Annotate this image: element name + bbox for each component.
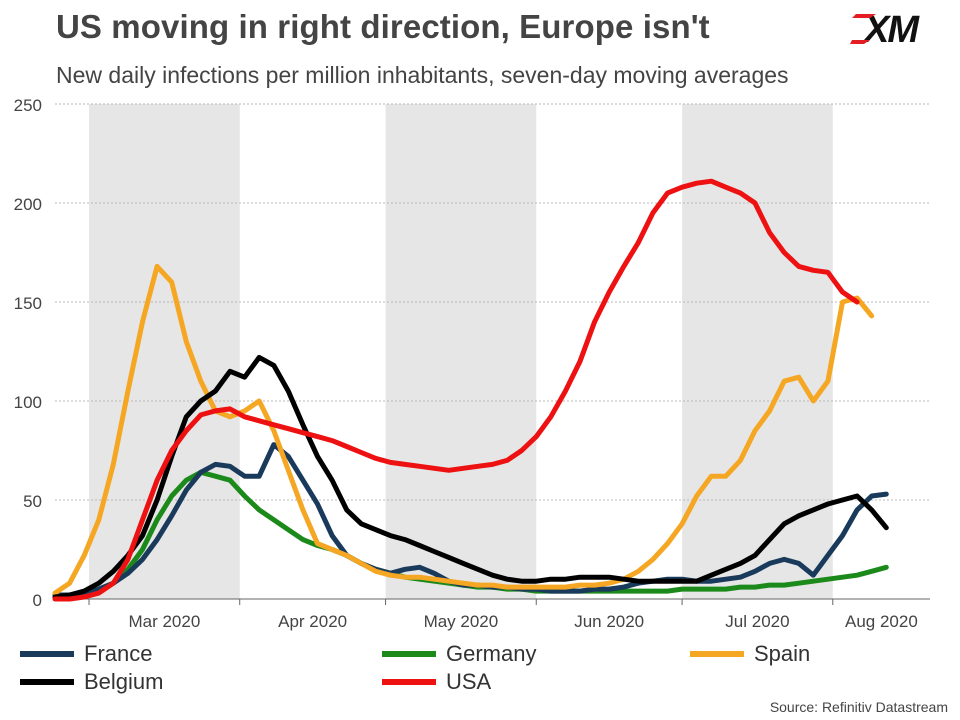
legend-item-spain: Spain <box>690 641 810 667</box>
shade-band-may-2020 <box>385 104 537 599</box>
shade-band-jul-2020 <box>682 104 833 599</box>
series-lines <box>52 178 889 602</box>
legend-swatch-france <box>20 651 74 657</box>
legend-item-belgium: Belgium <box>20 669 163 695</box>
y-tick-label: 150 <box>14 294 42 313</box>
legend-label-germany: Germany <box>446 641 537 666</box>
x-tick-label: May 2020 <box>424 612 499 631</box>
y-tick-label: 100 <box>14 393 42 412</box>
shade-band-mar-2020 <box>89 104 240 599</box>
legend-label-france: France <box>84 641 153 666</box>
legend-swatch-spain <box>690 651 744 657</box>
legend-label-spain: Spain <box>754 641 811 666</box>
legend-item-germany: Germany <box>382 641 536 667</box>
x-tick-label: Mar 2020 <box>128 612 200 631</box>
x-tick-label: Apr 2020 <box>278 612 347 631</box>
source-note: Source: Refinitiv Datastream <box>769 699 948 715</box>
chart-subtitle: New daily infections per million inhabit… <box>56 62 789 88</box>
xm-logo-mark: XM <box>850 9 922 50</box>
chart-title: US moving in right direction, Europe isn… <box>56 8 710 45</box>
shaded-months <box>89 104 833 599</box>
x-tick-label: Jun 2020 <box>574 612 644 631</box>
x-tick-label: Aug 2020 <box>845 612 918 631</box>
legend-label-usa: USA <box>446 669 492 694</box>
y-tick-label: 50 <box>23 492 42 511</box>
series-line-spain <box>52 263 875 596</box>
xm-logo: XM <box>850 8 954 50</box>
y-tick-label: 250 <box>14 96 42 115</box>
legend-item-usa: USA <box>382 669 491 695</box>
y-tick-label: 0 <box>33 591 42 610</box>
legend-swatch-usa <box>382 679 436 685</box>
legend-swatch-belgium <box>20 679 74 685</box>
x-axis: Mar 2020 Apr 2020 May 2020 Jun 2020 Jul 2020… <box>55 598 930 631</box>
y-tick-label: 200 <box>14 195 42 214</box>
x-tick-label: Jul 2020 <box>725 612 789 631</box>
y-axis: 0 50 100 150 200 250 <box>14 96 42 610</box>
legend-item-france: France <box>20 641 152 667</box>
legend-swatch-germany <box>382 651 436 657</box>
series-line-usa <box>52 178 860 602</box>
legend-label-belgium: Belgium <box>84 669 164 694</box>
series-line-belgium <box>52 354 889 600</box>
